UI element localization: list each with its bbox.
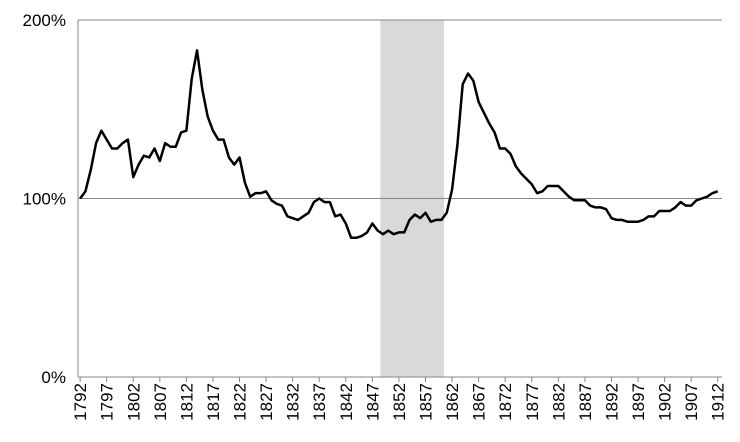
x-tick-label: 1877 [523,383,542,421]
x-tick-label: 1802 [124,383,143,421]
y-tick-label: 200% [23,11,66,30]
x-tick-label: 1812 [177,383,196,421]
x-tick-label: 1852 [390,383,409,421]
x-tick-label: 1797 [98,383,117,421]
x-tick-label: 1912 [709,383,728,421]
x-tick-label: 1902 [656,383,675,421]
x-tick-label: 1822 [231,383,250,421]
y-tick-label: 100% [23,190,66,209]
x-tick-label: 1827 [257,383,276,421]
x-tick-label: 1842 [337,383,356,421]
x-tick-label: 1817 [204,383,223,421]
x-tick-label: 1792 [71,383,90,421]
x-tick-label: 1897 [629,383,648,421]
x-tick-label: 1837 [310,383,329,421]
x-tick-label: 1832 [284,383,303,421]
x-tick-label: 1857 [417,383,436,421]
x-tick-label: 1872 [496,383,515,421]
x-tick-label: 1867 [470,383,489,421]
y-tick-label: 0% [41,368,66,387]
x-tick-label: 1847 [363,383,382,421]
x-tick-label: 1807 [151,383,170,421]
line [79,49,719,240]
x-tick-label: 1892 [602,383,621,421]
x-tick-label: 1887 [576,383,595,421]
x-tick-label: 1862 [443,383,462,421]
x-tick-label: 1907 [682,383,701,421]
x-tick-label: 1882 [549,383,568,421]
